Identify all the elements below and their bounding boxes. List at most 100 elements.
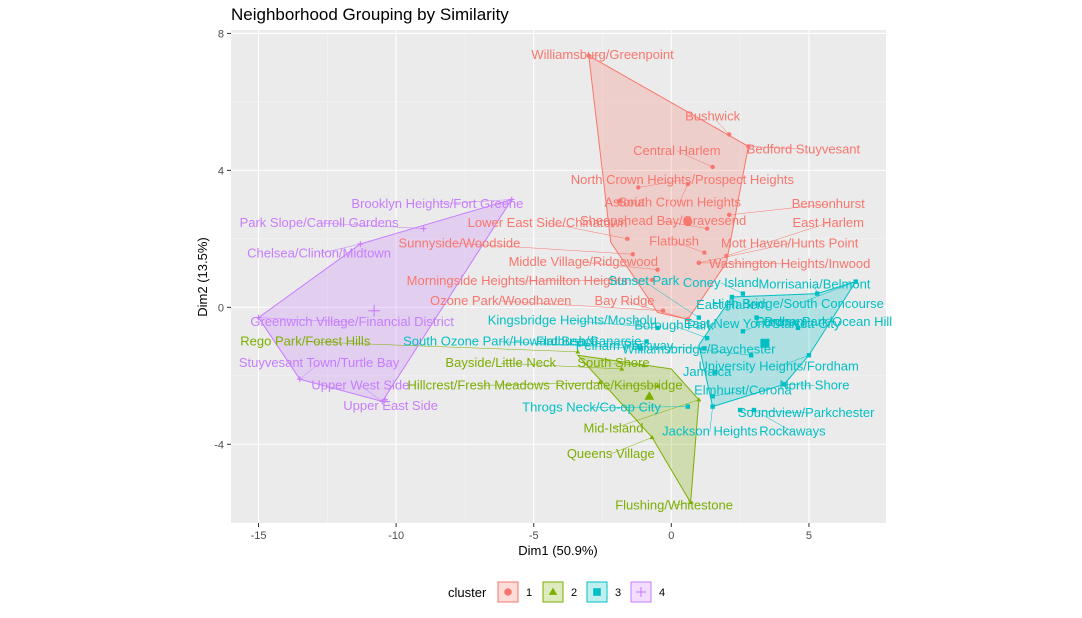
legend-key-shape-2 (548, 587, 558, 595)
label-connector (437, 199, 512, 205)
plot-panel (231, 30, 886, 523)
cluster-2-point (597, 380, 603, 385)
cluster-1-point (702, 250, 707, 255)
legend-label-4: 4 (659, 587, 665, 599)
cluster-3-point (696, 315, 702, 320)
cluster-3-point (754, 315, 759, 320)
legend-label-1: 1 (526, 587, 532, 599)
y-tick-label: -4 (214, 439, 224, 451)
label-connector (720, 282, 744, 294)
point-label: Williamsburg/Greenpoint (531, 47, 674, 62)
point-label: East New York/Starrett City (684, 316, 841, 331)
cluster-4-centroid (368, 304, 380, 317)
label-connector (726, 222, 829, 257)
cluster-3-point (710, 404, 715, 409)
cluster-3-point (853, 279, 858, 284)
point-label: Flatbush/Canarsie (536, 334, 642, 349)
label-connector (673, 325, 708, 339)
label-connector (698, 262, 790, 265)
label-connector (588, 54, 603, 56)
cluster-1-point (660, 308, 666, 313)
cluster-3-point (737, 407, 743, 413)
label-connector (305, 341, 578, 353)
cluster-2-point (688, 499, 694, 505)
cluster-4-point (255, 314, 262, 321)
cluster-1-point (616, 198, 622, 204)
label-connector (613, 399, 699, 429)
label-connectors (258, 54, 856, 506)
cluster-1-point (746, 144, 751, 149)
point-label: Elmhurst/Corona (694, 383, 792, 398)
legend-label-2: 2 (571, 587, 577, 599)
label-connector (500, 300, 664, 311)
label-connector (624, 345, 705, 349)
point-label: North Crown Heights/Prospect Heights (571, 172, 795, 187)
point-label: Hillcrest/Fresh Meadows (408, 377, 551, 392)
cluster-2-point (649, 434, 655, 440)
cluster-3-point (806, 353, 812, 358)
point-label: Lower East Side/Chinatown (468, 215, 628, 230)
point-label: Morningside Heights/Hamilton Heights (407, 273, 629, 288)
label-connector (547, 222, 628, 240)
point-label: Sheepshead Bay/Gravesend (580, 213, 746, 228)
cluster-3-point (729, 294, 735, 300)
legend-key-shape-3 (593, 588, 601, 596)
cluster-3-point (814, 291, 820, 296)
cluster-3-point (740, 291, 746, 296)
cluster-4-point (296, 376, 303, 383)
cluster-1-point (710, 164, 715, 170)
cluster-2-point (655, 383, 660, 388)
label-connector (712, 390, 743, 397)
x-axis-ticks: -15 -10 -5 0 5 (251, 523, 812, 542)
point-label: South Ozone Park/Howard Beach (403, 334, 598, 349)
cluster-2-centroid (644, 391, 655, 400)
cluster-3-hull (698, 280, 857, 408)
cluster-1-point (625, 236, 630, 242)
data-points (255, 53, 858, 505)
legend-key-shape-4 (636, 587, 646, 597)
cluster-4-hull (257, 198, 513, 403)
y-axis-label: Dim2 (13.5%) (195, 237, 210, 316)
cluster-4-point (382, 396, 388, 403)
cluster-1-point (636, 185, 641, 190)
cluster-3-point (710, 394, 715, 399)
label-connector (319, 243, 361, 254)
label-connector (591, 406, 688, 408)
cluster-2-hull (576, 354, 700, 505)
cluster-1-point (696, 260, 702, 266)
point-label: South Shore (577, 355, 649, 370)
label-connector (797, 321, 829, 329)
cluster-4-point (357, 241, 364, 247)
label-connector (583, 261, 658, 270)
x-tick-label: 0 (668, 530, 674, 542)
label-connector (698, 349, 752, 356)
label-connector (797, 281, 856, 305)
point-label: Park Slope/Carroll Gardens (240, 215, 399, 230)
point-label: Chelsea/Clinton/Midtown (247, 246, 391, 261)
cluster-centroids (368, 217, 770, 400)
point-label: Bushwick (685, 109, 740, 124)
cluster-3-point (781, 382, 787, 387)
point-label: Central Harlem (633, 143, 720, 158)
cluster-3-point (655, 325, 660, 331)
cluster-1-point (655, 267, 660, 272)
point-label: Rego Park/Forest Hills (240, 334, 371, 349)
cluster-3-centroid (760, 338, 770, 348)
label-connector (748, 146, 804, 150)
cluster-3-point (751, 407, 757, 413)
label-connector (572, 320, 658, 329)
legend-key-shape-1 (504, 588, 512, 596)
point-label: Mott Haven/Hunts Point (721, 235, 859, 250)
cluster-3-point (644, 339, 649, 344)
point-label: Throgs Neck/Co-op City (522, 400, 661, 415)
label-connector (500, 362, 622, 370)
cluster-1-point (726, 132, 732, 137)
point-label: University Heights/Fordham (698, 359, 858, 374)
point-label: Coney Island (683, 275, 759, 290)
point-label: Borough Park (634, 318, 714, 333)
cluster-2-point (641, 363, 647, 368)
point-label: Williamsbridge/Baychester (622, 342, 776, 357)
point-label: Jamaica (683, 364, 732, 379)
point-label: Riverdale/Kingsbridge (555, 377, 682, 392)
label-connector (258, 317, 353, 323)
